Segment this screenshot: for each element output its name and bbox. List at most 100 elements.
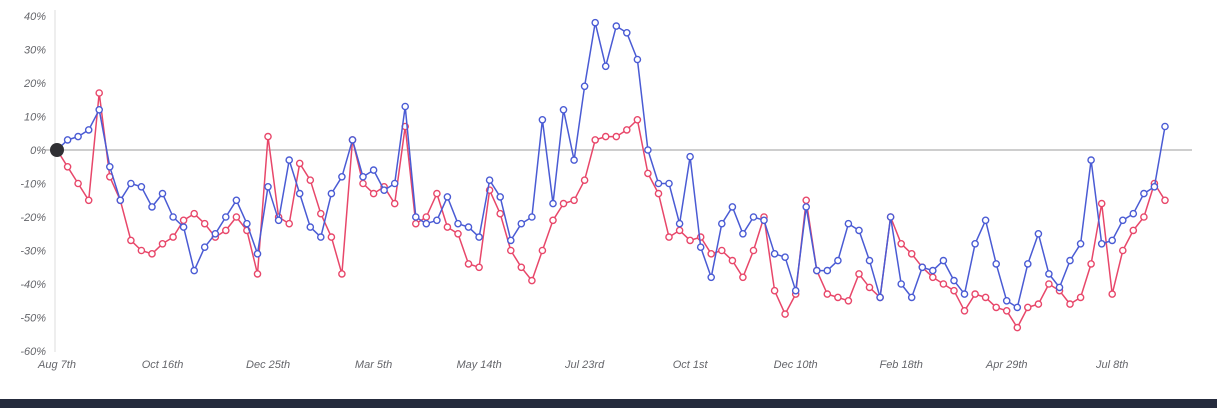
blue-series-point[interactable] <box>591 18 600 27</box>
red-series-point[interactable] <box>327 233 336 241</box>
blue-series-point[interactable] <box>316 233 325 241</box>
blue-series-point[interactable] <box>433 216 441 225</box>
blue-series-point[interactable] <box>876 293 884 302</box>
red-series-point[interactable] <box>580 176 589 184</box>
blue-series-point[interactable] <box>1161 122 1169 131</box>
blue-series-point[interactable] <box>549 199 557 208</box>
blue-series-point[interactable] <box>939 256 948 265</box>
red-series-point[interactable] <box>369 189 378 198</box>
red-series-point[interactable] <box>538 246 547 255</box>
blue-series-point[interactable] <box>1076 239 1085 248</box>
blue-series-point[interactable] <box>760 216 768 225</box>
red-series-point[interactable] <box>316 209 325 218</box>
red-series-point[interactable] <box>127 236 135 245</box>
red-series-point[interactable] <box>950 286 958 295</box>
blue-series-point[interactable] <box>1108 236 1116 245</box>
blue-series-point[interactable] <box>1034 229 1043 238</box>
blue-series-point[interactable] <box>232 196 241 205</box>
blue-series-point[interactable] <box>264 182 272 191</box>
blue-series-point[interactable] <box>802 203 811 211</box>
red-series-point[interactable] <box>137 246 146 255</box>
blue-series-point[interactable] <box>190 266 198 275</box>
red-series-point[interactable] <box>865 283 874 292</box>
blue-series-point[interactable] <box>992 260 1001 268</box>
blue-series-point[interactable] <box>1002 296 1011 305</box>
blue-series-point[interactable] <box>570 156 578 164</box>
blue-series-point[interactable] <box>844 219 853 228</box>
blue-series-point[interactable] <box>106 162 114 171</box>
blue-series-point[interactable] <box>1150 182 1159 191</box>
blue-series-point[interactable] <box>401 102 410 111</box>
blue-series-point[interactable] <box>665 179 673 188</box>
blue-series-point[interactable] <box>907 293 916 302</box>
blue-series-point[interactable] <box>1045 270 1053 278</box>
red-series-point[interactable] <box>1066 300 1074 308</box>
blue-series-point[interactable] <box>295 189 304 198</box>
blue-series-point[interactable] <box>422 219 431 228</box>
red-series-point[interactable] <box>464 260 473 268</box>
red-series-point[interactable] <box>390 199 399 208</box>
blue-series-point[interactable] <box>865 256 874 265</box>
red-series-point[interactable] <box>971 290 979 298</box>
red-series-point[interactable] <box>1129 226 1138 235</box>
blue-series-point[interactable] <box>200 243 209 251</box>
red-series-point[interactable] <box>823 290 832 298</box>
blue-series-point[interactable] <box>1097 239 1106 248</box>
red-series-point[interactable] <box>570 196 578 205</box>
red-series-point[interactable] <box>897 239 906 248</box>
red-series-point[interactable] <box>1034 300 1043 308</box>
blue-series-point[interactable] <box>791 286 800 295</box>
red-series-point[interactable] <box>264 132 272 141</box>
red-series-point[interactable] <box>1140 213 1148 221</box>
blue-series-point[interactable] <box>971 239 979 248</box>
red-series-point[interactable] <box>675 226 684 235</box>
red-series-point[interactable] <box>63 162 72 171</box>
blue-series-point[interactable] <box>538 116 547 124</box>
red-series-point[interactable] <box>633 116 642 124</box>
red-series-point[interactable] <box>802 196 811 205</box>
blue-series-point[interactable] <box>338 172 346 181</box>
blue-series-point[interactable] <box>601 62 610 71</box>
red-series-point[interactable] <box>517 263 526 272</box>
blue-series-point[interactable] <box>675 219 684 228</box>
blue-series-point[interactable] <box>211 229 220 238</box>
blue-series-point[interactable] <box>981 216 990 225</box>
blue-series-point[interactable] <box>63 136 72 144</box>
red-series-point[interactable] <box>739 273 747 282</box>
red-series-point[interactable] <box>1045 280 1053 288</box>
blue-series-point[interactable] <box>728 203 737 211</box>
blue-series-point[interactable] <box>148 203 156 211</box>
blue-series-point[interactable] <box>169 213 177 221</box>
blue-series-point[interactable] <box>580 82 589 91</box>
red-series-point[interactable] <box>686 236 694 245</box>
blue-series-point[interactable] <box>359 172 367 181</box>
red-series-point[interactable] <box>601 132 610 141</box>
blue-series-point[interactable] <box>464 223 473 231</box>
blue-series-point[interactable] <box>158 189 167 198</box>
blue-series-point[interactable] <box>137 182 146 191</box>
blue-series-point[interactable] <box>95 106 103 114</box>
red-series-point[interactable] <box>1024 303 1032 312</box>
blue-series-point[interactable] <box>496 193 505 201</box>
red-series-point[interactable] <box>749 246 758 255</box>
blue-series-point[interactable] <box>696 243 705 251</box>
red-series-point[interactable] <box>95 89 103 97</box>
red-series-point[interactable] <box>1002 306 1011 315</box>
line-chart-svg[interactable]: 40% 30% 20% 10% 0% -10% -20% -30% -40% -50% -60%Au… <box>0 0 1217 399</box>
red-series-point[interactable] <box>179 216 188 225</box>
blue-series-point[interactable] <box>1013 303 1022 312</box>
blue-series-point[interactable] <box>1055 283 1064 292</box>
blue-series-point[interactable] <box>644 146 652 154</box>
red-series-point[interactable] <box>1161 196 1169 205</box>
red-series-point[interactable] <box>454 229 462 238</box>
blue-series-point[interactable] <box>1129 209 1138 218</box>
red-series-point[interactable] <box>1108 290 1116 298</box>
red-series-point[interactable] <box>506 246 515 255</box>
red-series-point[interactable] <box>960 306 969 315</box>
blue-series-point[interactable] <box>485 176 494 184</box>
blue-series-point[interactable] <box>443 193 452 201</box>
blue-series-point[interactable] <box>686 152 694 161</box>
red-series-point[interactable] <box>907 249 916 258</box>
red-series-point[interactable] <box>443 223 452 231</box>
blue-series-point[interactable] <box>770 249 779 258</box>
